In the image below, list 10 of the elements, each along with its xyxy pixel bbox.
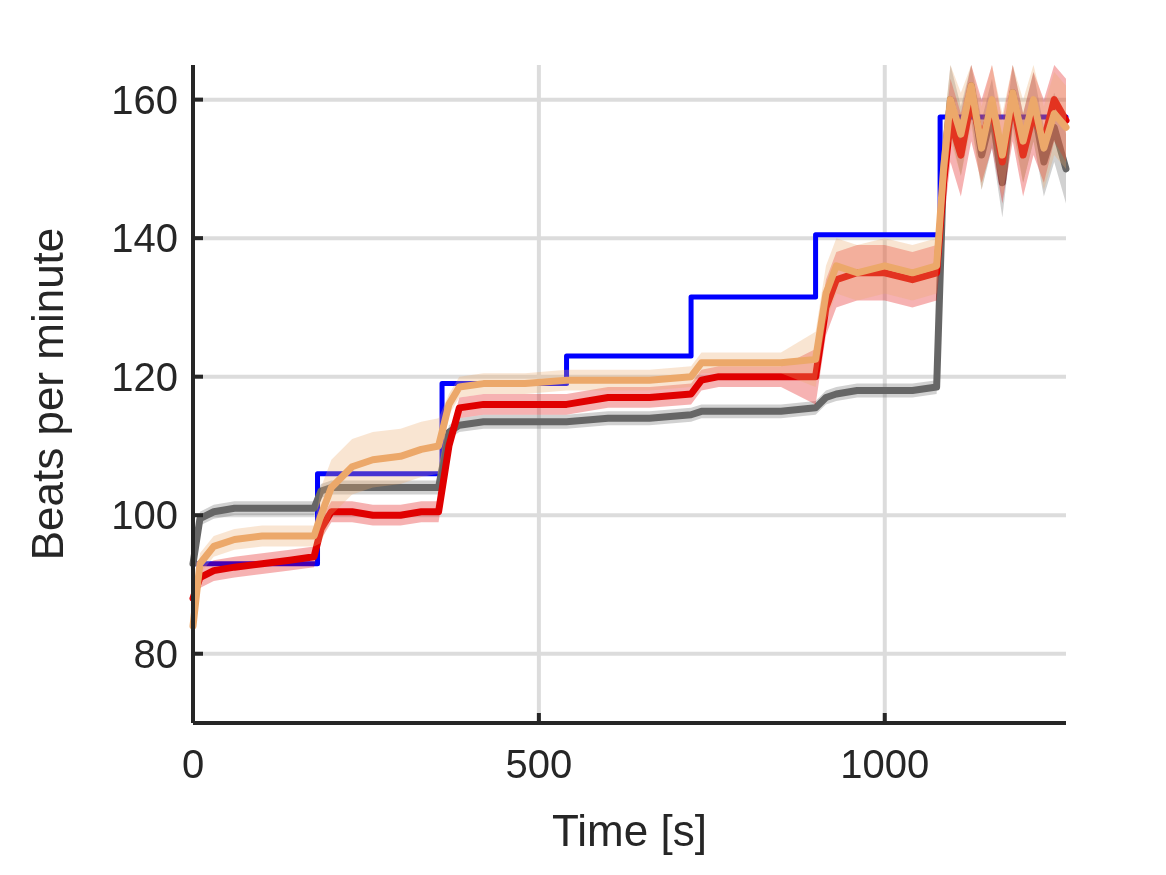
- x-tick-label: 1000: [840, 742, 930, 786]
- y-tick-label: 120: [111, 354, 178, 399]
- y-tick-label: 100: [111, 493, 178, 538]
- y-tick-label: 140: [111, 216, 178, 261]
- y-tick-label: 80: [133, 631, 178, 676]
- y-axis-title: Beats per minute: [23, 227, 72, 561]
- y-tick-label: 160: [111, 77, 178, 122]
- x-axis-title: Time [s]: [552, 806, 707, 855]
- x-tick-label: 500: [505, 742, 573, 786]
- x-tick-label: 0: [181, 742, 205, 786]
